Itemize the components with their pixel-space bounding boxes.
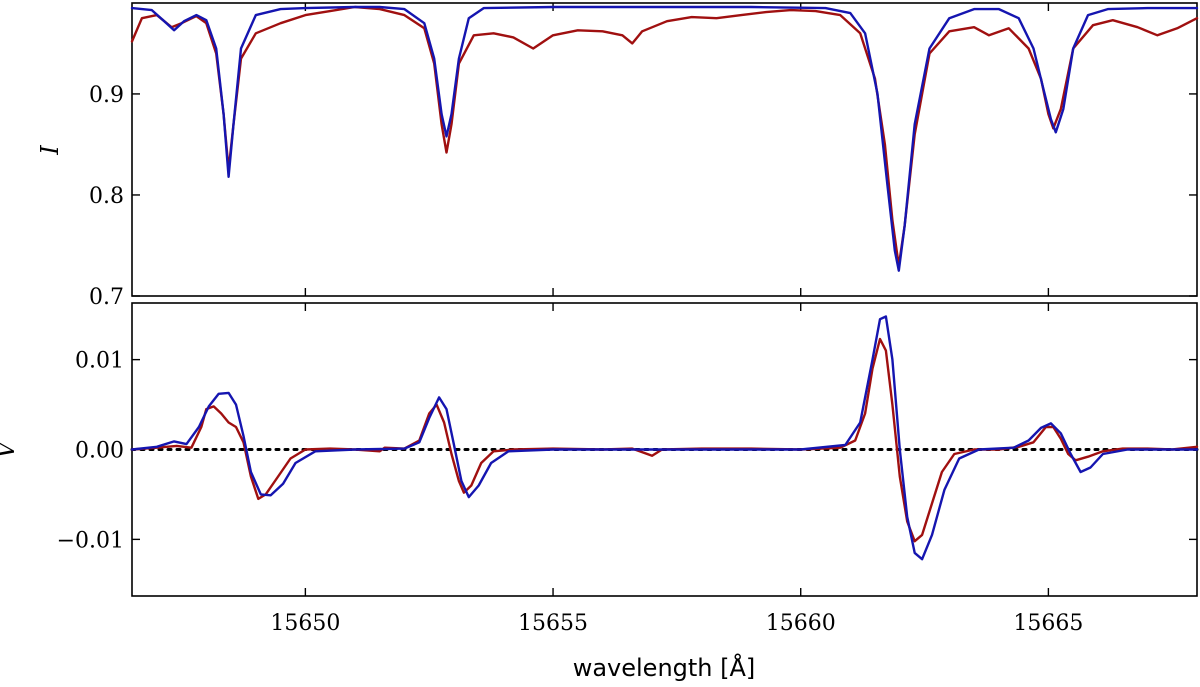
intensity-series-group — [130, 5, 1199, 272]
x-axis-label: wavelength [Å] — [573, 653, 756, 682]
polarization-y-tick-label: 0.01 — [75, 349, 124, 374]
polarization-series-line-red — [130, 337, 1199, 543]
polarization-y-axis-label: V — [0, 439, 20, 459]
polarization-y-ticks: −0.01 0.00 0.01 — [57, 349, 1197, 553]
polarization-y-tick-label: −0.01 — [57, 528, 124, 553]
x-tick-label: 15650 — [270, 611, 340, 636]
x-tick-label: 15655 — [518, 611, 588, 636]
polarization-x-ticks: 15650 15655 15660 15665 — [270, 303, 1083, 636]
intensity-panel: 0.7 0.8 0.9 I — [36, 2, 1199, 310]
x-tick-label: 15665 — [1013, 611, 1083, 636]
polarization-series-group — [130, 315, 1199, 561]
polarization-y-tick-label: 0.00 — [75, 439, 124, 464]
intensity-x-ticks — [304, 3, 1050, 296]
intensity-y-axis-label: I — [36, 145, 64, 156]
intensity-y-tick-label: 0.8 — [89, 184, 124, 209]
intensity-series-line-red — [130, 5, 1199, 267]
intensity-plot-frame — [131, 2, 1198, 297]
circular-polarization-panel: −0.01 0.00 0.01 15650 15655 15660 15665 V wav… — [0, 302, 1199, 682]
x-tick-label: 15660 — [766, 611, 836, 636]
intensity-series-line-blue — [130, 5, 1199, 272]
polarization-series-line-blue — [130, 315, 1199, 561]
intensity-y-tick-label: 0.7 — [89, 285, 124, 310]
intensity-y-tick-label: 0.9 — [89, 83, 124, 108]
intensity-y-ticks: 0.7 0.8 0.9 — [89, 83, 1197, 310]
